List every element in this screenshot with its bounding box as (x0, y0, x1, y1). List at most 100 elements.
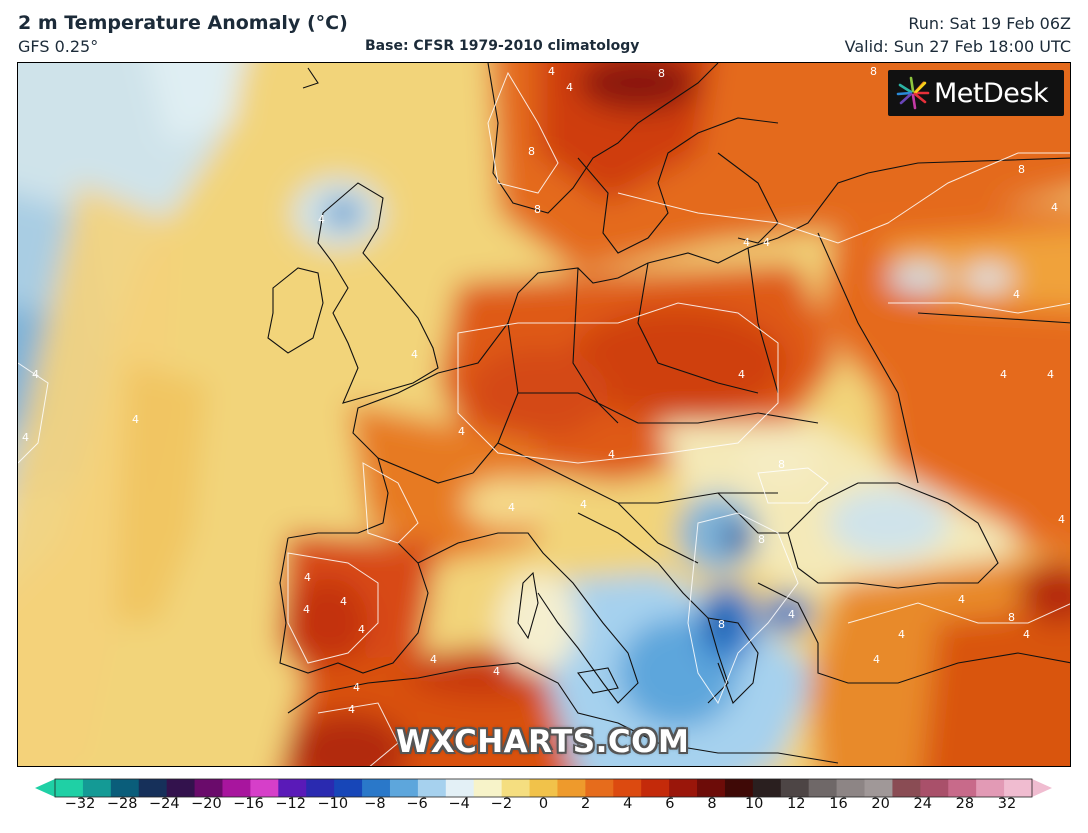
colorbar-segment (752, 779, 782, 797)
metdesk-burst-icon (896, 76, 930, 110)
colorbar-tick-label: 8 (707, 796, 717, 812)
colorbar-strip (35, 778, 1052, 798)
colorbar-segment (445, 779, 475, 797)
colorbar-segment (194, 779, 224, 797)
contour-label: 4 (1058, 513, 1065, 526)
colorbar-tick-label: 10 (744, 796, 764, 812)
contour-lines (18, 71, 1070, 766)
contour-label: 4 (958, 593, 965, 606)
colorbar-segment (613, 779, 642, 797)
colorbar-segment (389, 779, 419, 797)
contour-label: 8 (758, 533, 765, 546)
contour-label: 4 (32, 368, 39, 381)
colorbar-segment (110, 779, 140, 797)
colorbar-segment (417, 779, 447, 797)
contour-label: 4 (1013, 288, 1020, 301)
colorbar-segment (557, 779, 586, 797)
colorbar-segment (55, 779, 84, 797)
colorbar-segment (138, 779, 168, 797)
model-label: GFS 0.25° (18, 37, 99, 56)
contour-label: 4 (358, 623, 365, 636)
contour-label: 4 (566, 81, 573, 94)
contour-label: 8 (534, 203, 541, 216)
colorbar-tick-label: 12 (787, 796, 806, 812)
contour-label: 4 (1047, 368, 1054, 381)
colorbar-segment (82, 779, 112, 797)
contour-label: 8 (718, 618, 725, 631)
colorbar-tick-label: −24 (148, 796, 180, 812)
contour-label: 4 (340, 595, 347, 608)
contour-label: 8 (658, 67, 665, 80)
colorbar-segment (529, 779, 559, 797)
contour-label: 4 (303, 603, 310, 616)
contour-label: 4 (493, 665, 500, 678)
coastlines-and-borders (267, 63, 1070, 764)
contour-label: 4 (738, 368, 745, 381)
metdesk-logo: MetDesk (888, 70, 1064, 116)
colorbar-segment (1004, 779, 1033, 797)
colorbar-tick-label: 20 (871, 796, 890, 812)
colorbar-segment (362, 779, 391, 797)
contour-label: 4 (22, 431, 29, 444)
contour-label: 4 (353, 681, 360, 694)
contour-label: 4 (1051, 201, 1058, 214)
colorbar-segment (334, 779, 363, 797)
colorbar-segment (641, 779, 670, 797)
contour-label: 4 (873, 653, 880, 666)
contour-label: 4 (318, 213, 325, 226)
contour-label: 8 (778, 458, 785, 471)
colorbar-segment (669, 779, 698, 797)
colorbar-tick-label: −8 (364, 796, 386, 812)
contour-label: 4 (608, 448, 615, 461)
valid-time-label: Valid: Sun 27 Feb 18:00 UTC (844, 37, 1071, 56)
colorbar-tick-label: −12 (275, 796, 306, 812)
contour-label: 4 (898, 628, 905, 641)
colorbar-segment (306, 779, 335, 797)
colorbar-segment (278, 779, 307, 797)
contour-label: 4 (348, 703, 355, 716)
colorbar-tick-label: 2 (581, 796, 591, 812)
colorbar-segment (836, 779, 866, 797)
colorbar-segment (920, 779, 949, 797)
colorbar-tick-label: 16 (829, 796, 848, 812)
colorbar-segment (864, 779, 894, 797)
contour-label: 4 (1000, 368, 1007, 381)
chart-title: 2 m Temperature Anomaly (°C) (18, 12, 348, 34)
colorbar-tick-label: −10 (317, 796, 349, 812)
colorbar-tick-label: 24 (913, 796, 932, 812)
colorbar-segment (501, 779, 531, 797)
contour-label: 4 (411, 348, 418, 361)
contour-label: 4 (132, 413, 139, 426)
contour-label: 4 (763, 236, 770, 249)
anomaly-field (18, 63, 1070, 766)
colorbar-segment (222, 779, 251, 797)
colorbar-segment (166, 779, 196, 797)
wxcharts-watermark: WXCHARTS.COM (396, 724, 690, 760)
colorbar-segment (724, 779, 754, 797)
colorbar-segment (250, 779, 279, 797)
colorbar-tick-label: 4 (623, 796, 633, 812)
colorbar-tick-label: 6 (665, 796, 675, 812)
contour-label: 8 (528, 145, 535, 158)
colorbar-tick-label: −32 (64, 796, 96, 812)
contour-label: 4 (458, 425, 465, 438)
colorbar-segment (780, 779, 810, 797)
colorbar-tick-label: −4 (448, 796, 470, 812)
metdesk-logo-text: MetDesk (934, 77, 1049, 109)
contour-labels: 4 4 8 8 8 4 4 4 4 4 4 4 4 4 4 4 4 4 4 4 4 8 8 8 8 8 4 4 4 4 4 4 4 4 4 4 8 4 4 4… (22, 65, 1065, 716)
colorbar-tick-label: −2 (490, 796, 513, 812)
contour-label: 4 (430, 653, 437, 666)
contour-label: 4 (580, 498, 587, 511)
colorbar-segment (948, 779, 977, 797)
colorbar: −32 −28 −24 −20 −16 −12 −10 −8 −6 −4 −2 0 2 4 6 8 10 12 16… (0, 770, 1088, 833)
map-canvas: 4 4 8 8 8 4 4 4 4 4 4 4 4 4 4 4 4 4 4 4 4 8 8 8 8 8 4 4 4 4 4 4 4 4 4 4 8 4 4 4… (18, 63, 1070, 766)
colorbar-tick-label: −28 (106, 796, 138, 812)
contour-label: 8 (1008, 611, 1015, 624)
colorbar-max-arrow (1032, 779, 1052, 797)
colorbar-tick-label: 28 (955, 796, 975, 812)
colorbar-tick-label: −16 (233, 796, 264, 812)
colorbar-tick-label: −6 (406, 796, 428, 812)
contour-label: 4 (508, 501, 515, 514)
contour-label: 4 (548, 65, 555, 78)
colorbar-segment (976, 779, 1005, 797)
